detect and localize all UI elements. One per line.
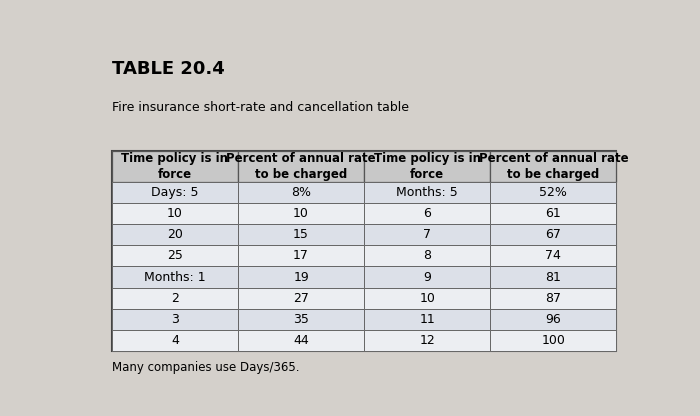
- Text: Time policy is in
force: Time policy is in force: [374, 152, 481, 181]
- Bar: [112, 245, 238, 266]
- Text: 15: 15: [293, 228, 309, 241]
- Text: Fire insurance short-rate and cancellation table: Fire insurance short-rate and cancellati…: [112, 101, 409, 114]
- Text: 96: 96: [545, 313, 561, 326]
- Text: Months: 1: Months: 1: [144, 270, 206, 284]
- Text: 52%: 52%: [540, 186, 567, 199]
- Bar: [112, 151, 617, 351]
- Bar: [364, 330, 490, 351]
- Bar: [364, 309, 490, 330]
- Text: Percent of annual rate
to be charged: Percent of annual rate to be charged: [226, 152, 376, 181]
- Text: 17: 17: [293, 249, 309, 262]
- Text: 87: 87: [545, 292, 561, 305]
- Text: Percent of annual rate
to be charged: Percent of annual rate to be charged: [479, 152, 628, 181]
- Bar: [112, 224, 238, 245]
- Bar: [112, 309, 238, 330]
- Bar: [112, 266, 238, 287]
- Bar: [238, 224, 364, 245]
- Text: 10: 10: [293, 207, 309, 220]
- Text: 12: 12: [419, 334, 435, 347]
- Bar: [490, 182, 617, 203]
- Text: 6: 6: [424, 207, 431, 220]
- Text: 11: 11: [419, 313, 435, 326]
- Text: 67: 67: [545, 228, 561, 241]
- Text: 35: 35: [293, 313, 309, 326]
- Bar: [238, 245, 364, 266]
- Text: 7: 7: [424, 228, 431, 241]
- Text: 20: 20: [167, 228, 183, 241]
- Bar: [490, 224, 617, 245]
- Bar: [364, 245, 490, 266]
- Bar: [364, 287, 490, 309]
- Bar: [238, 330, 364, 351]
- Bar: [364, 224, 490, 245]
- Text: 27: 27: [293, 292, 309, 305]
- Text: 74: 74: [545, 249, 561, 262]
- Text: 10: 10: [167, 207, 183, 220]
- Bar: [238, 203, 364, 224]
- Bar: [490, 266, 617, 287]
- Bar: [490, 203, 617, 224]
- Text: 8%: 8%: [291, 186, 311, 199]
- Bar: [490, 330, 617, 351]
- Bar: [112, 151, 238, 182]
- Bar: [490, 245, 617, 266]
- Text: 81: 81: [545, 270, 561, 284]
- Bar: [112, 203, 238, 224]
- Bar: [364, 182, 490, 203]
- Text: 10: 10: [419, 292, 435, 305]
- Bar: [364, 266, 490, 287]
- Text: 4: 4: [171, 334, 179, 347]
- Bar: [238, 309, 364, 330]
- Text: 9: 9: [424, 270, 431, 284]
- Bar: [112, 182, 238, 203]
- Text: 19: 19: [293, 270, 309, 284]
- Text: Many companies use Days/365.: Many companies use Days/365.: [112, 361, 300, 374]
- Text: Time policy is in
force: Time policy is in force: [122, 152, 228, 181]
- Text: 2: 2: [171, 292, 179, 305]
- Bar: [238, 287, 364, 309]
- Text: Days: 5: Days: 5: [151, 186, 199, 199]
- Text: 25: 25: [167, 249, 183, 262]
- Bar: [238, 151, 364, 182]
- Text: 100: 100: [541, 334, 566, 347]
- Text: TABLE 20.4: TABLE 20.4: [112, 59, 225, 77]
- Bar: [238, 266, 364, 287]
- Bar: [364, 151, 490, 182]
- Bar: [238, 182, 364, 203]
- Text: 44: 44: [293, 334, 309, 347]
- Text: 3: 3: [171, 313, 179, 326]
- Bar: [490, 287, 617, 309]
- Bar: [112, 330, 238, 351]
- Bar: [364, 203, 490, 224]
- Bar: [490, 309, 617, 330]
- Text: 61: 61: [545, 207, 561, 220]
- Bar: [112, 287, 238, 309]
- Text: 8: 8: [424, 249, 431, 262]
- Bar: [490, 151, 617, 182]
- Text: Months: 5: Months: 5: [396, 186, 458, 199]
